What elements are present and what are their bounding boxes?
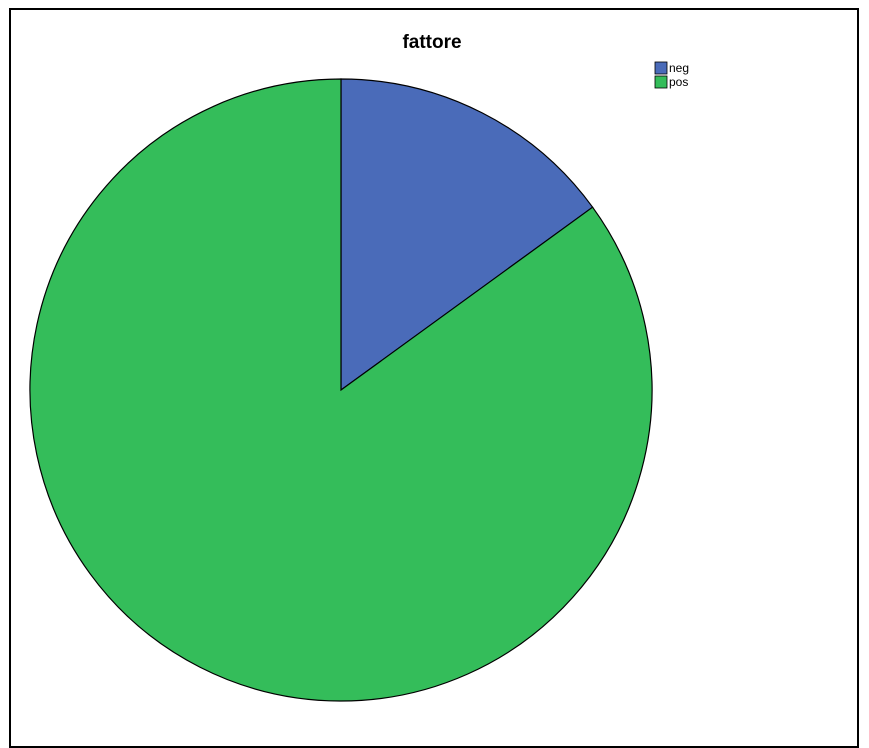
legend-label-pos: pos — [669, 75, 688, 89]
pie-slices — [29, 78, 653, 702]
pie-slice-pos — [29, 78, 653, 702]
legend-label-neg: neg — [669, 61, 689, 75]
pie-slice-neg — [340, 78, 594, 392]
legend-swatch-neg — [654, 61, 668, 75]
legend-swatch-pos — [654, 75, 668, 89]
chart-title: fattore — [402, 32, 461, 53]
